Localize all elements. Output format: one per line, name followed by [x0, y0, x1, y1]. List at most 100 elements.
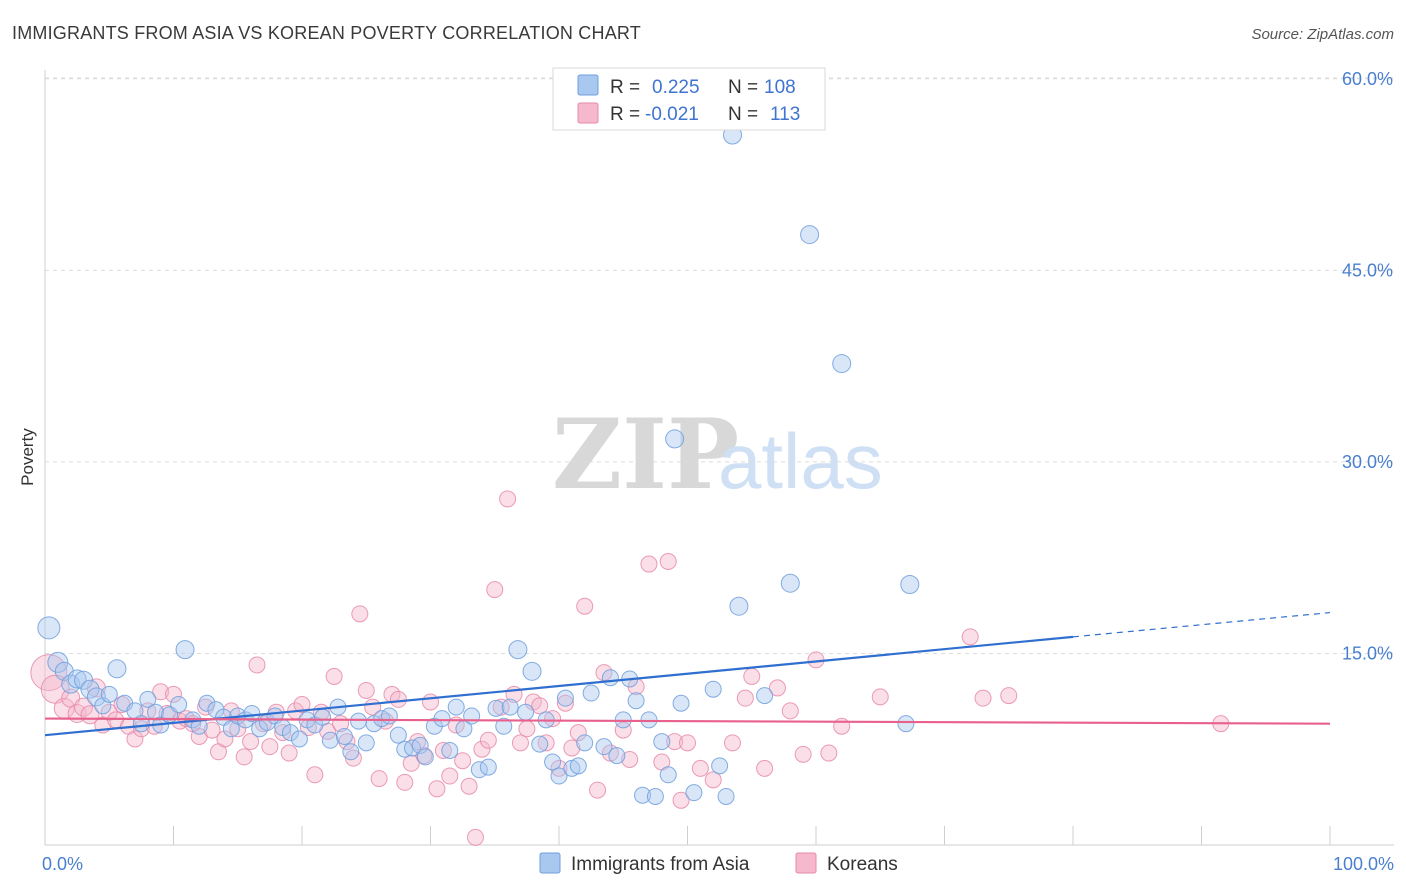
korean-point-37 — [280, 744, 298, 762]
asia-point-33 — [281, 724, 299, 742]
chart-source: Source: ZipAtlas.com — [1251, 26, 1394, 43]
legend-bottom: Immigrants from Asia Koreans — [539, 852, 898, 875]
korean-point-65 — [460, 777, 478, 795]
y-tick-label-1: 30.0% — [1342, 452, 1393, 472]
korean-point-34 — [261, 738, 279, 756]
korean-point-67 — [473, 740, 491, 758]
legend-top: R = 0.225 N = 108 R = -0.021 N = 113 — [552, 67, 826, 131]
chart-title: IMMIGRANTS FROM ASIA VS KOREAN POVERTY C… — [12, 23, 641, 43]
korean-point-78 — [544, 710, 562, 728]
asia-point-61 — [495, 717, 513, 735]
asia-point-93 — [729, 596, 749, 616]
asia-point-46 — [380, 707, 398, 725]
korean-point-19 — [165, 685, 182, 703]
asia-point-70 — [556, 689, 574, 707]
asia-point-59 — [479, 758, 497, 776]
legend-r-label-korean: R = — [610, 104, 640, 125]
korean-point-73 — [511, 734, 529, 752]
asia-point-15 — [147, 703, 165, 721]
korean-point-102 — [768, 679, 786, 697]
korean-point-66 — [466, 828, 484, 846]
korean-point-69 — [486, 581, 504, 599]
asia-point-4 — [67, 669, 87, 689]
korean-point-48 — [351, 605, 369, 623]
korean-point-62 — [441, 767, 459, 785]
korean-point-60 — [428, 780, 446, 798]
korean-point-104 — [794, 745, 812, 763]
korean-point-77 — [537, 734, 555, 752]
asia-point-64 — [517, 703, 535, 721]
asia-point-22 — [198, 694, 216, 712]
asia-point-94 — [756, 687, 774, 705]
korean-point-96 — [691, 759, 709, 777]
y-tick-label-0: 15.0% — [1342, 643, 1393, 663]
korean-point-59 — [422, 693, 439, 711]
asia-point-0 — [37, 616, 61, 640]
korean-point-64 — [454, 752, 472, 770]
asia-point-41 — [342, 743, 360, 761]
asia-point-66 — [531, 735, 549, 753]
asia-point-10 — [107, 659, 127, 679]
korean-point-51 — [370, 770, 388, 788]
korean-point-31 — [242, 733, 260, 751]
y-axis-ticks: 15.0% 30.0% 45.0% 60.0% — [1342, 69, 1393, 664]
asia-point-18 — [170, 696, 188, 714]
asia-point-69 — [550, 767, 568, 785]
asia-point-68 — [544, 753, 562, 771]
korean-point-44 — [325, 667, 343, 685]
korean-point-83 — [576, 597, 594, 615]
asia-point-55 — [447, 698, 465, 716]
korean-point-110 — [974, 689, 992, 707]
korean-point-49 — [357, 681, 375, 699]
korean-point-111 — [1000, 687, 1018, 705]
legend-swatch-asia — [577, 74, 599, 96]
asia-point-80 — [627, 692, 645, 710]
korean-point-87 — [614, 721, 632, 739]
korean-point-39 — [293, 696, 311, 714]
korean-point-61 — [434, 742, 452, 760]
asia-point-53 — [433, 710, 451, 728]
asia-point-43 — [357, 734, 375, 752]
korean-point-84 — [589, 781, 607, 799]
asia-point-83 — [646, 787, 664, 805]
korean-point-90 — [640, 555, 658, 573]
legend-bottom-swatch-korean — [795, 852, 817, 874]
asia-point-34 — [290, 730, 308, 748]
korean-point-88 — [621, 750, 639, 768]
x-axis-ticks: 0.0% 100.0% — [42, 826, 1394, 874]
asia-point-42 — [350, 712, 368, 730]
korean-point-80 — [556, 694, 574, 712]
korean-point-56 — [402, 754, 420, 772]
trend-line-asia-extension — [1072, 611, 1331, 638]
asia-point-57 — [463, 707, 481, 725]
korean-point-108 — [871, 688, 889, 706]
asia-point-99 — [897, 715, 915, 733]
korean-point-82 — [569, 724, 587, 742]
x-tick-label-0: 0.0% — [42, 854, 83, 874]
asia-point-98 — [900, 574, 920, 594]
legend-n-label-korean: N = — [728, 104, 758, 125]
korean-point-41 — [306, 766, 324, 784]
asia-point-9 — [100, 685, 118, 703]
trend-line-korean — [44, 717, 1331, 725]
asia-point-40 — [335, 727, 353, 745]
asia-point-63 — [508, 640, 528, 660]
asia-point-87 — [672, 694, 690, 712]
trend-lines — [44, 611, 1331, 737]
y-tick-label-3: 60.0% — [1342, 69, 1393, 89]
legend-bottom-label-korean: Koreans — [827, 854, 898, 875]
asia-point-77 — [608, 747, 626, 765]
asia-point-60 — [487, 699, 505, 717]
asia-point-82 — [640, 711, 658, 729]
asia-point-85 — [659, 766, 677, 784]
watermark-zip: ZIP — [552, 398, 739, 511]
asia-point-19 — [175, 640, 195, 660]
asia-point-84 — [653, 733, 671, 751]
korean-point-55 — [396, 773, 414, 791]
legend-swatch-korean — [577, 102, 599, 124]
korean-point-76 — [531, 697, 549, 715]
asia-point-62 — [501, 698, 519, 716]
legend-bottom-label-asia: Immigrants from Asia — [571, 854, 750, 875]
asia-point-37 — [314, 708, 332, 726]
